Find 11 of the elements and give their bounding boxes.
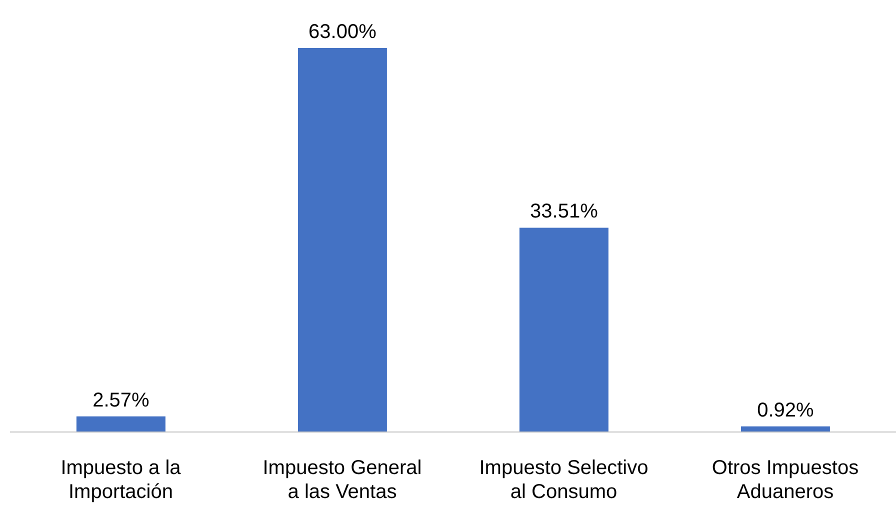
data-label: 33.51% <box>530 200 598 223</box>
bar <box>298 48 387 432</box>
x-tick-label: Impuesto General a las Ventas <box>262 457 422 503</box>
x-tick-label: Impuesto Selectivo al Consumo <box>479 457 648 503</box>
data-label: 2.57% <box>92 389 150 412</box>
x-tick-label: Otros Impuestos Aduaneros <box>712 457 859 503</box>
bar <box>76 416 166 432</box>
x-tick-label: Impuesto a la Importación <box>60 457 182 503</box>
data-label: 63.00% <box>308 21 377 43</box>
data-label: 0.92% <box>757 399 814 422</box>
bar <box>519 228 608 432</box>
